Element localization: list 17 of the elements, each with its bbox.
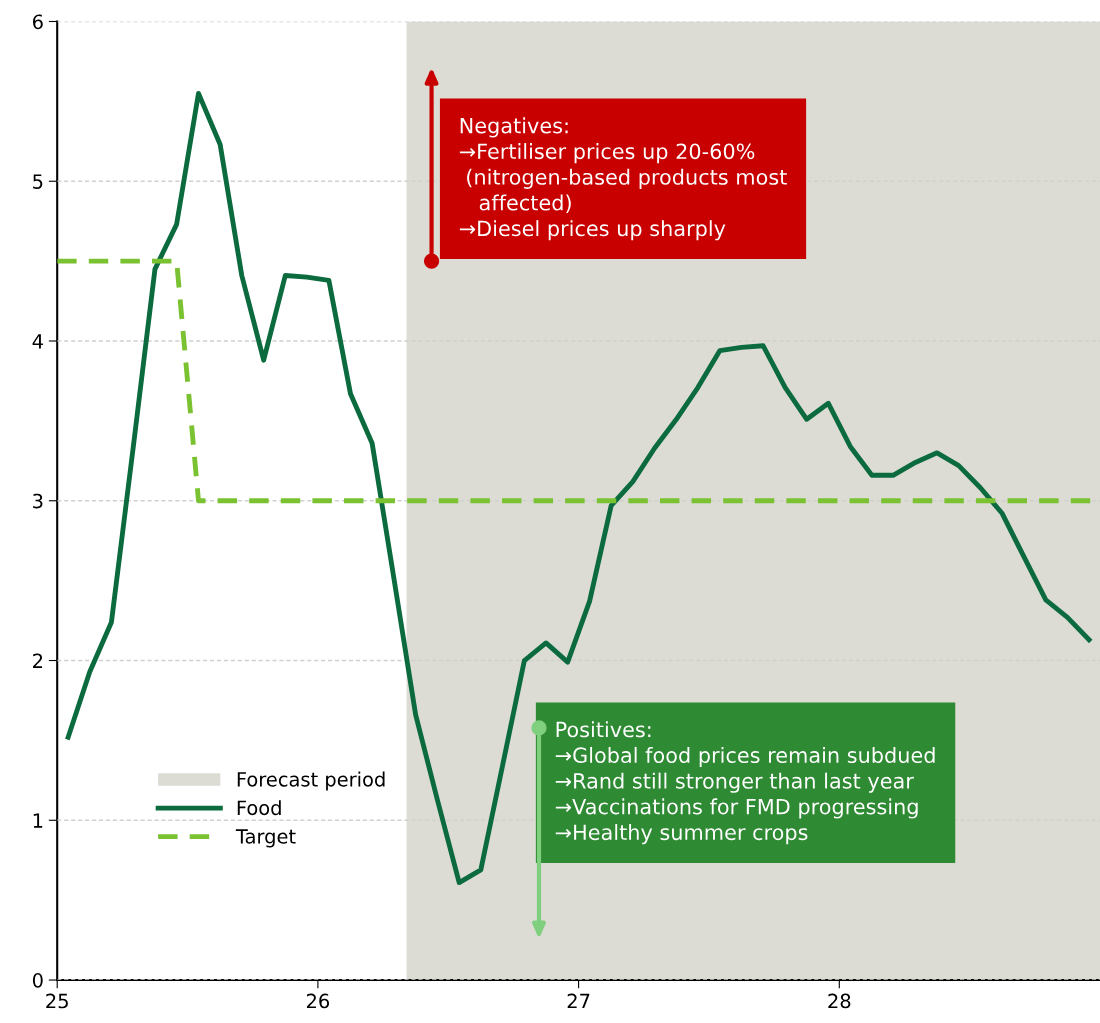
line-series: [65, 90, 1092, 886]
y-tick-label: 3: [33, 493, 43, 509]
x-tick-label: 25: [46, 993, 68, 1009]
x-tick-label: 26: [306, 993, 330, 1009]
y-tick-label: 2: [33, 653, 43, 668]
y-tick-label: 4: [32, 334, 43, 349]
x-tick-label: 27: [567, 993, 590, 1008]
annotation: Positives: →Global food prices remain subdued →Rand still stronger than last year →Vaccinations for FMD progressing →Healthy summer crops: [555, 721, 935, 845]
annotation: Negatives: →Fertiliser prices up 20-60% (nitrogen-based products most affected) →Diesel prices up sharply: [459, 117, 787, 241]
x-tick-label: 28: [828, 993, 851, 1009]
legend-label: Target: [235, 829, 296, 848]
y-tick-label: 1: [33, 813, 43, 828]
y-tick-label: 5: [33, 174, 43, 189]
legend-label: Food: [237, 800, 281, 816]
y-tick-label: 0: [32, 972, 43, 988]
band-label: Forecast period: [237, 771, 385, 791]
y-tick-label: 6: [32, 14, 43, 30]
